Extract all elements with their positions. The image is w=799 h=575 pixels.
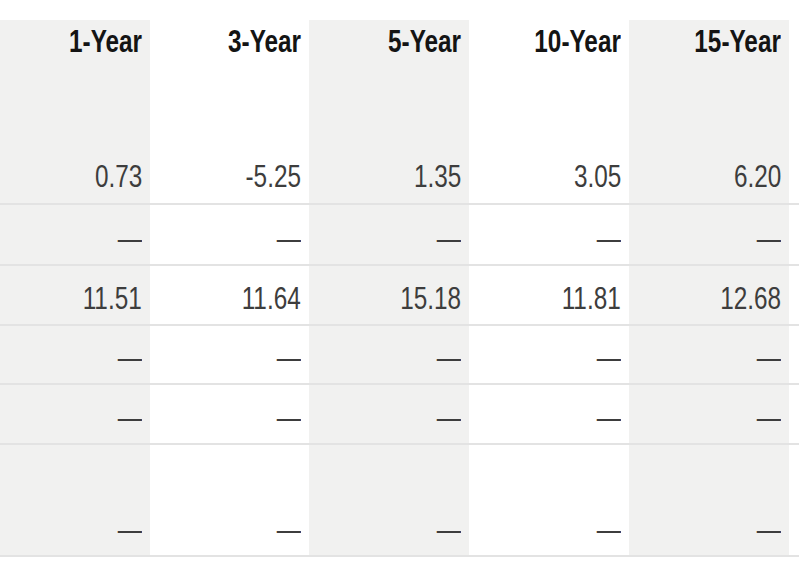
table-cell: — <box>469 326 629 385</box>
table-cell: — <box>0 445 150 557</box>
cell-value: — <box>757 341 781 373</box>
column-header-5-year: 5-Year <box>309 20 469 150</box>
column-header-10-year: 10-Year <box>469 20 629 150</box>
table-cell: 11.51 <box>0 266 150 326</box>
cell-value: — <box>277 401 301 433</box>
cell-value: — <box>118 341 142 373</box>
table-cell: — <box>309 445 469 557</box>
cell-value: — <box>277 341 301 373</box>
table-cell: — <box>150 445 309 557</box>
cell-value: 6.20 <box>734 160 781 192</box>
table-cell: — <box>150 204 309 266</box>
trailing-returns-table: 1-Year 3-Year 5-Year 10-Year 15-Year 0.7… <box>0 0 799 575</box>
cell-value: 11.64 <box>242 282 301 314</box>
table-cell: 0.73 <box>0 150 150 204</box>
column-header-1-year: 1-Year <box>0 20 150 150</box>
cell-value: — <box>118 513 142 545</box>
table-grid: 1-Year 3-Year 5-Year 10-Year 15-Year 0.7… <box>0 20 789 557</box>
column-header-label: 1-Year <box>69 25 142 57</box>
table-cell: — <box>469 204 629 266</box>
column-header-3-year: 3-Year <box>150 20 309 150</box>
cell-value: 12.68 <box>720 282 781 314</box>
cell-value: — <box>437 341 461 373</box>
table-cell: — <box>629 326 789 385</box>
table-cell: — <box>309 204 469 266</box>
table-cell: — <box>469 445 629 557</box>
table-cell: 11.64 <box>150 266 309 326</box>
table-cell: — <box>0 326 150 385</box>
cell-value: — <box>757 222 781 254</box>
cell-value: 11.51 <box>83 282 142 314</box>
cell-value: 11.81 <box>562 282 621 314</box>
cell-value: — <box>757 513 781 545</box>
cell-value: 1.35 <box>414 160 461 192</box>
cell-value: — <box>437 401 461 433</box>
table-cell: 6.20 <box>629 150 789 204</box>
table-cell: 3.05 <box>469 150 629 204</box>
cell-value: — <box>757 401 781 433</box>
table-cell: 11.81 <box>469 266 629 326</box>
column-header-label: 3-Year <box>228 25 301 57</box>
table-cell: — <box>0 204 150 266</box>
table-cell: -5.25 <box>150 150 309 204</box>
cell-value: — <box>118 222 142 254</box>
cell-value: — <box>437 513 461 545</box>
table-cell: — <box>0 385 150 445</box>
cell-value: — <box>597 513 621 545</box>
cell-value: — <box>597 222 621 254</box>
table-cell: — <box>150 385 309 445</box>
table-cell: — <box>309 385 469 445</box>
table-cell: — <box>629 385 789 445</box>
cell-value: -5.25 <box>246 160 301 192</box>
table-cell: — <box>150 326 309 385</box>
column-header-label: 15-Year <box>694 25 781 57</box>
table-cell: 12.68 <box>629 266 789 326</box>
cell-value: — <box>437 222 461 254</box>
column-header-label: 5-Year <box>388 25 461 57</box>
cell-value: 3.05 <box>574 160 621 192</box>
table-cell: 1.35 <box>309 150 469 204</box>
table-cell: — <box>629 445 789 557</box>
cell-value: — <box>277 222 301 254</box>
cell-value: 0.73 <box>95 160 142 192</box>
table-cell: — <box>469 385 629 445</box>
cell-value: — <box>597 341 621 373</box>
cell-value: — <box>118 401 142 433</box>
table-cell: — <box>309 326 469 385</box>
cell-value: — <box>277 513 301 545</box>
column-header-15-year: 15-Year <box>629 20 789 150</box>
cell-value: 15.18 <box>400 282 461 314</box>
table-cell: 15.18 <box>309 266 469 326</box>
cell-value: — <box>597 401 621 433</box>
table-cell: — <box>629 204 789 266</box>
column-header-label: 10-Year <box>534 25 621 57</box>
